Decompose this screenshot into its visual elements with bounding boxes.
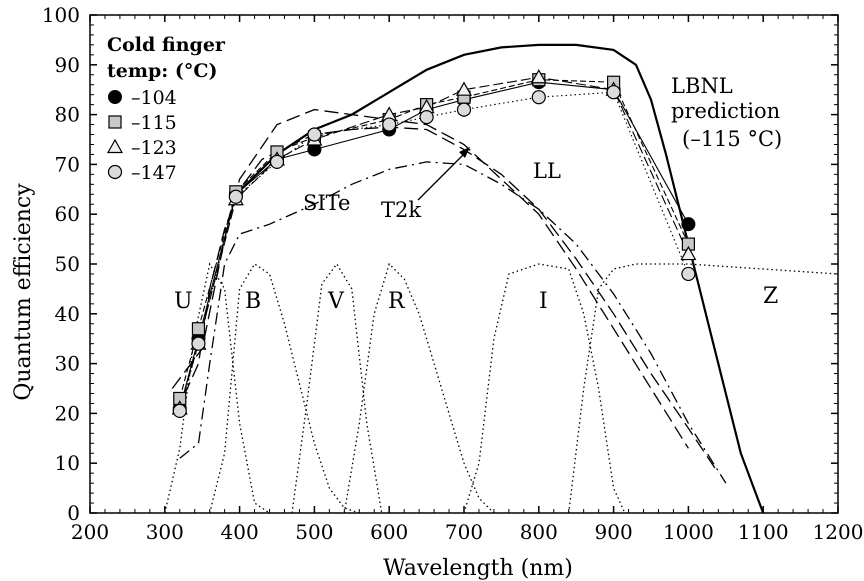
data-point-147	[191, 336, 206, 351]
band-label-r: R	[388, 289, 406, 314]
data-point-147	[606, 85, 621, 100]
model-curve-lbnl-prediction-115-c	[235, 43, 765, 514]
x-tick-label: 200	[71, 520, 109, 544]
data-point-104	[681, 217, 696, 232]
y-tick-label: 50	[55, 252, 80, 276]
legend-marker-123	[106, 138, 124, 154]
data-point-123	[455, 81, 473, 96]
x-tick-label: 500	[295, 520, 333, 544]
x-tick-label: 900	[595, 520, 633, 544]
x-tick-label: 400	[221, 520, 259, 544]
data-point-115	[191, 322, 206, 336]
legend-label-104: –104	[131, 87, 177, 109]
axis-ticks: 200 300 400 500 600 700 800 900 1000 1100 1200 0 10 2…	[42, 3, 864, 544]
filter-curve-b	[209, 263, 360, 514]
x-axis-title: Wavelength (nm)	[383, 556, 573, 581]
legend: Cold finger temp: (°C) –104 –115 –123 –147	[106, 34, 226, 184]
legend-title-line1: Cold finger	[107, 34, 226, 56]
x-tick-label: 700	[445, 520, 483, 544]
legend-marker-147	[107, 164, 123, 180]
lbnl-annotation: LBNL prediction (–115 °C)	[671, 74, 782, 151]
data-point-147	[172, 403, 187, 419]
lbnl-label-line3: (–115 °C)	[682, 127, 782, 151]
filter-curve-r	[343, 262, 495, 514]
t2k-arrow	[417, 147, 470, 201]
y-tick-label: 20	[55, 401, 80, 425]
data-point-123	[680, 245, 697, 261]
legend-label-123: –123	[131, 137, 177, 159]
filter-curve-u	[164, 262, 270, 514]
y-tick-label: 90	[55, 53, 80, 77]
y-tick-label: 80	[55, 103, 80, 127]
legend-entries: –104 –115 –123 –147	[106, 87, 177, 184]
ll-curve-label: LL	[533, 159, 561, 183]
data-point-123	[530, 69, 547, 84]
y-tick-label: 40	[55, 302, 80, 326]
x-tick-label: 1000	[663, 520, 714, 544]
filter-curves	[164, 262, 839, 514]
model-curve-ll	[179, 161, 727, 484]
data-point-147	[456, 102, 472, 117]
band-label-i: I	[539, 289, 548, 314]
legend-marker-115	[108, 115, 122, 129]
x-tick-label: 1100	[738, 520, 789, 544]
lbnl-label-line1: LBNL	[671, 74, 733, 98]
y-tick-label: 70	[55, 152, 80, 176]
model-curve-site	[171, 108, 689, 449]
series-line-123	[179, 76, 689, 409]
data-point-147	[307, 127, 322, 142]
series-line-147	[179, 91, 689, 412]
y-tick-label: 0	[67, 501, 80, 525]
data-point-147	[531, 90, 546, 105]
series-line-115	[179, 79, 689, 399]
site-curve-label: SITe	[303, 191, 351, 215]
y-tick-label: 30	[55, 352, 80, 376]
band-label-u: U	[174, 289, 193, 314]
band-label-v: V	[327, 289, 345, 314]
band-label-z: Z	[763, 284, 778, 309]
data-point-147	[228, 189, 243, 204]
x-tick-label: 800	[520, 520, 558, 544]
y-axis-title: Quantum efficiency	[11, 183, 36, 401]
lbnl-label-line2: prediction	[671, 99, 780, 123]
y-tick-label: 100	[42, 3, 80, 27]
legend-label-147: –147	[131, 162, 177, 184]
legend-marker-104	[108, 90, 122, 104]
x-tick-label: 600	[370, 520, 408, 544]
measured-series	[171, 69, 697, 419]
x-tick-label: 1200	[813, 520, 864, 544]
x-tick-label: 300	[146, 520, 184, 544]
data-point-147	[382, 117, 397, 132]
data-point-147	[681, 266, 696, 282]
data-point-147	[269, 154, 285, 170]
t2k-curve-label: T2k	[381, 198, 421, 222]
y-tick-label: 60	[55, 202, 80, 226]
legend-label-115: –115	[131, 112, 177, 134]
band-label-b: B	[245, 289, 261, 314]
data-point-147	[419, 109, 434, 125]
series-line-104	[179, 81, 689, 409]
y-tick-label: 10	[55, 451, 80, 475]
legend-title-line2: temp: (°C)	[107, 60, 217, 82]
